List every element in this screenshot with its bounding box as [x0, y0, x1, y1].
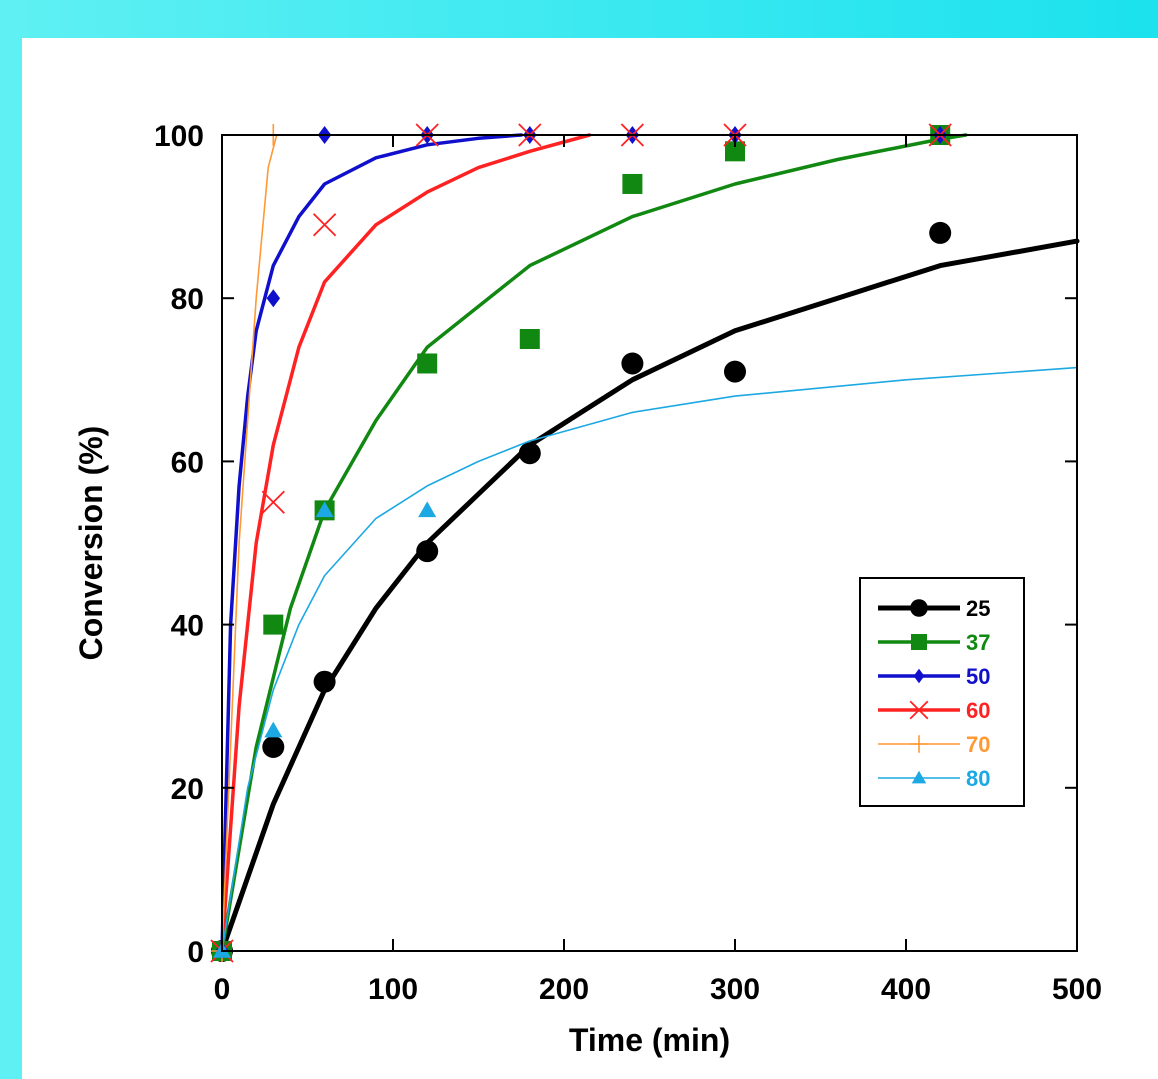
fit-line-80	[221, 366, 1078, 952]
legend-label: 80	[966, 766, 990, 791]
series-37	[212, 125, 968, 961]
data-point-25	[621, 352, 644, 375]
legend-marker	[910, 735, 928, 753]
y-tick-label: 40	[171, 610, 204, 643]
data-point-25	[313, 670, 336, 693]
data-point-37	[417, 353, 438, 374]
data-point-25	[929, 221, 952, 244]
legend-box	[859, 577, 1025, 807]
x-tick-label: 400	[881, 973, 931, 1006]
fit-line-37	[220, 133, 968, 953]
x-tick-label: 500	[1052, 973, 1102, 1006]
series-layer	[210, 123, 1080, 963]
legend-label: 25	[966, 596, 990, 621]
data-point-37	[263, 614, 284, 635]
legend-marker	[911, 634, 927, 650]
legend-label: 60	[966, 698, 990, 723]
legend-entry-60: 60	[878, 698, 990, 723]
legend: 25 37 50 60 70 80	[859, 577, 1025, 807]
x-axis-title: Time (min)	[569, 1022, 730, 1058]
fit-line-60	[220, 133, 592, 953]
data-point-60	[312, 213, 337, 237]
data-point-80	[418, 501, 437, 518]
data-point-37	[622, 173, 643, 194]
x-tick-label: 200	[539, 973, 589, 1006]
data-point-50	[266, 289, 281, 308]
legend-marker	[911, 770, 927, 784]
legend-entry-80: 80	[878, 766, 990, 791]
y-tick-label: 20	[171, 773, 204, 806]
y-tick-label: 60	[171, 446, 204, 479]
fit-line-70	[221, 134, 278, 952]
legend-marker	[913, 668, 925, 684]
legend-entry-37: 37	[878, 630, 990, 655]
y-tick-label: 80	[171, 283, 204, 316]
data-point-25	[518, 442, 541, 465]
x-tick-label: 100	[368, 973, 418, 1006]
data-point-37	[519, 329, 540, 349]
data-point-80	[315, 501, 334, 518]
series-25	[211, 221, 1080, 962]
series-80	[213, 366, 1078, 958]
chart-panel: 0 100 200 300 400 500 0 20 40 60 80 100 Time (min) …	[22, 38, 1158, 1079]
data-point-37	[725, 141, 745, 162]
x-tick-label: 300	[710, 973, 760, 1006]
x-tick-label: 0	[214, 973, 231, 1006]
y-tick-label: 0	[187, 936, 204, 969]
legend-marker	[910, 599, 928, 617]
y-tick-label: 100	[154, 120, 204, 153]
legend-entry-50: 50	[878, 664, 990, 689]
legend-marker	[909, 700, 929, 720]
legend-entry-25: 25	[878, 596, 990, 621]
data-point-25	[262, 736, 285, 758]
y-axis-title: Conversion (%)	[73, 426, 109, 661]
data-point-25	[416, 540, 439, 563]
ticks-layer: 0 100 200 300 400 500 0 20 40 60 80 100	[154, 120, 1102, 1006]
legend-entry-70: 70	[878, 732, 990, 757]
plot-frame	[221, 134, 1078, 952]
data-point-25	[724, 360, 746, 383]
legend-label: 37	[966, 630, 990, 655]
data-point-60	[261, 490, 285, 514]
legend-label: 50	[966, 664, 990, 689]
legend-label: 70	[966, 732, 990, 757]
series-50	[215, 126, 947, 960]
series-60	[210, 123, 952, 963]
data-point-80	[264, 721, 283, 738]
